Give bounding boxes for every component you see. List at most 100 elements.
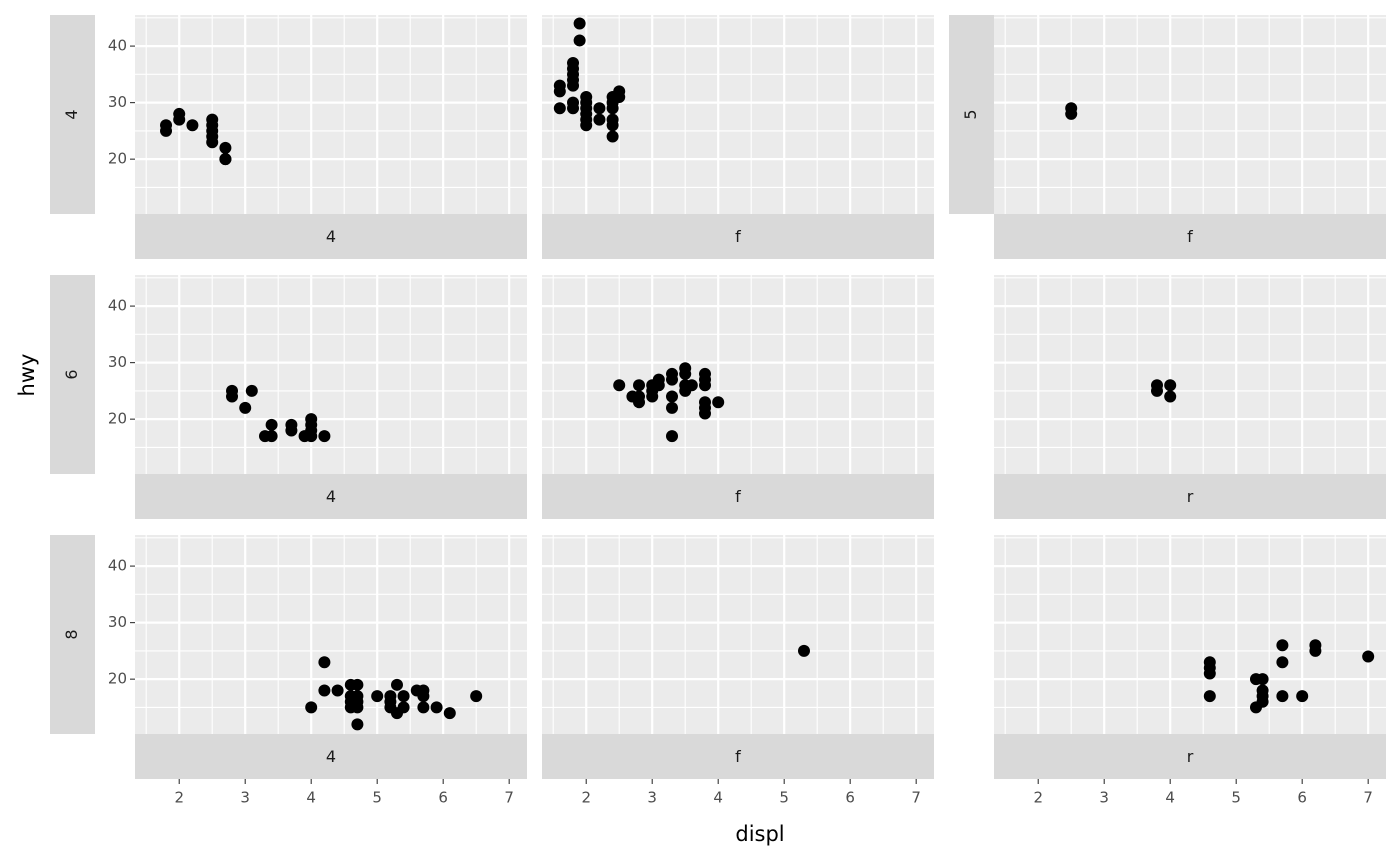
panel-background [994, 275, 1386, 474]
point [160, 124, 173, 137]
point [219, 153, 232, 166]
point [219, 141, 232, 154]
panel-background [135, 535, 527, 734]
panel-background [542, 15, 934, 214]
point [613, 85, 626, 98]
point [1164, 379, 1177, 392]
y-tick-label: 20 [108, 670, 127, 688]
point [226, 390, 239, 403]
panel-background [542, 535, 934, 734]
strip-background [542, 734, 934, 779]
point [397, 690, 410, 703]
strip-background [994, 474, 1386, 519]
point [573, 17, 586, 30]
point [351, 678, 364, 691]
point [397, 701, 410, 714]
x-tick-label: 5 [372, 789, 382, 807]
strip-label: f [735, 227, 741, 246]
x-tick-label: 3 [1099, 789, 1109, 807]
x-tick-label: 5 [1231, 789, 1241, 807]
strip-background [542, 214, 934, 259]
strip-background [135, 214, 527, 259]
y-tick-label: 30 [108, 93, 127, 111]
point [265, 418, 278, 431]
point [797, 644, 810, 657]
strip-label: 6 [62, 369, 81, 379]
point [305, 701, 318, 714]
point [1065, 107, 1078, 120]
point [186, 119, 199, 132]
x-tick-label: 6 [1297, 789, 1307, 807]
x-tick-label: 2 [581, 789, 591, 807]
point [567, 57, 580, 70]
point [553, 102, 566, 115]
strip-background [50, 15, 95, 214]
point [1309, 644, 1322, 657]
point [318, 684, 331, 697]
strip-background [135, 734, 527, 779]
panel-background [994, 535, 1386, 734]
point [305, 413, 318, 426]
point [1203, 690, 1216, 703]
strip-background [994, 214, 1386, 259]
point [699, 379, 712, 392]
point [351, 701, 364, 714]
x-tick-label: 6 [845, 789, 855, 807]
point [173, 113, 186, 126]
point [417, 701, 430, 714]
strip-label: r [1187, 487, 1194, 506]
point [1151, 384, 1164, 397]
point [206, 136, 219, 149]
panel-background [994, 15, 1386, 214]
x-tick-label: 3 [240, 789, 250, 807]
strip-background [949, 15, 994, 214]
point [318, 430, 331, 443]
point [633, 396, 646, 409]
point [712, 396, 725, 409]
strip-label: 5 [961, 109, 980, 119]
point [633, 379, 646, 392]
point [567, 96, 580, 109]
strip-label: r [1187, 747, 1194, 766]
point [1164, 390, 1177, 403]
point [666, 390, 679, 403]
point [580, 119, 593, 132]
point [666, 430, 679, 443]
y-tick-label: 20 [108, 410, 127, 428]
strip-background [50, 275, 95, 474]
point [371, 690, 384, 703]
y-tick-label: 20 [108, 150, 127, 168]
point [1362, 650, 1375, 663]
strip-label: f [735, 747, 741, 766]
point [443, 707, 456, 720]
y-tick-label: 40 [108, 557, 127, 575]
strip-background [135, 474, 527, 519]
x-tick-label: 7 [504, 789, 514, 807]
x-axis-title: displ [735, 822, 784, 846]
panel-background [135, 15, 527, 214]
point [606, 119, 619, 132]
point [613, 379, 626, 392]
point [1276, 690, 1289, 703]
point [1276, 656, 1289, 669]
panel-background [135, 275, 527, 474]
point [685, 379, 698, 392]
point [285, 424, 298, 437]
point [417, 690, 430, 703]
point [390, 678, 403, 691]
strip-background [50, 535, 95, 734]
point [470, 690, 483, 703]
y-tick-label: 40 [108, 297, 127, 315]
x-tick-label: 5 [779, 789, 789, 807]
point [593, 113, 606, 126]
point [606, 102, 619, 115]
point [666, 401, 679, 414]
strip-background [994, 734, 1386, 779]
y-tick-label: 30 [108, 353, 127, 371]
point [679, 367, 692, 380]
strip-label: f [735, 487, 741, 506]
x-tick-label: 2 [1033, 789, 1043, 807]
strip-label: f [1187, 227, 1193, 246]
point [245, 384, 258, 397]
